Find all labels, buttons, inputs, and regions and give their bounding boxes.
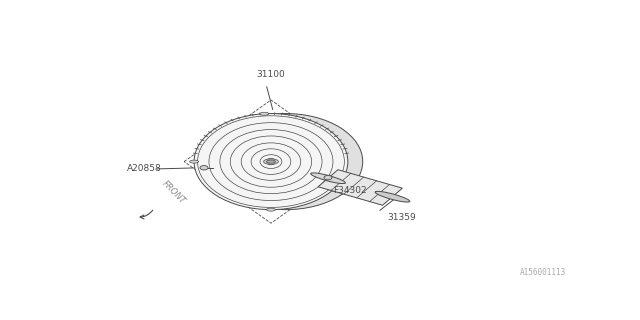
Text: A156001113: A156001113 [520, 268, 566, 277]
Ellipse shape [310, 173, 346, 184]
Ellipse shape [264, 159, 278, 164]
Ellipse shape [266, 160, 275, 163]
Polygon shape [318, 170, 403, 205]
Ellipse shape [209, 114, 363, 210]
Text: 31359: 31359 [388, 212, 416, 221]
Ellipse shape [260, 112, 269, 115]
Ellipse shape [194, 114, 348, 210]
Text: 31100: 31100 [256, 70, 285, 79]
Polygon shape [271, 114, 363, 210]
Ellipse shape [200, 165, 208, 170]
Text: A20858: A20858 [127, 164, 162, 173]
Ellipse shape [189, 160, 198, 163]
Ellipse shape [375, 191, 410, 202]
Text: F34302: F34302 [333, 186, 367, 195]
Ellipse shape [324, 175, 332, 180]
Text: FRONT: FRONT [161, 179, 188, 205]
Ellipse shape [266, 208, 275, 211]
